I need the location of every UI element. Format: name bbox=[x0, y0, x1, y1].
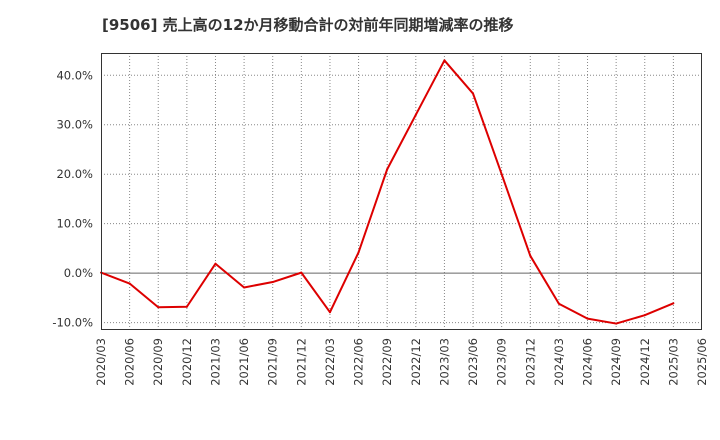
x-tick-label: 2024/12 bbox=[638, 338, 652, 386]
data-point bbox=[557, 302, 560, 305]
x-tick-label: 2024/03 bbox=[552, 338, 566, 386]
x-tick-label: 2023/03 bbox=[437, 338, 451, 386]
data-point bbox=[672, 302, 675, 305]
data-point bbox=[472, 92, 475, 95]
data-point bbox=[185, 305, 188, 308]
x-tick-label: 2024/09 bbox=[609, 338, 623, 386]
x-tick-label: 2022/06 bbox=[352, 338, 366, 386]
x-tick-label: 2022/03 bbox=[323, 338, 337, 386]
y-tick-label: 40.0% bbox=[56, 68, 93, 82]
y-tick-label: 0.0% bbox=[64, 266, 93, 280]
data-point bbox=[414, 113, 417, 116]
data-point bbox=[586, 317, 589, 320]
data-point bbox=[271, 281, 274, 284]
x-tick-label: 2021/06 bbox=[237, 338, 251, 386]
data-point bbox=[300, 271, 303, 274]
data-point bbox=[214, 262, 217, 265]
x-tick-label: 2021/12 bbox=[294, 338, 308, 386]
x-axis-ticks: 2020/03 2020/06 2020/09 2020/12 2021/03 2021/… bbox=[94, 338, 709, 386]
x-tick-label: 2023/06 bbox=[466, 338, 480, 386]
data-point bbox=[386, 168, 389, 171]
x-tick-label: 2020/12 bbox=[180, 338, 194, 386]
y-tick-label: -10.0% bbox=[52, 316, 93, 330]
series-layer bbox=[100, 59, 675, 325]
plot-frame bbox=[101, 53, 702, 330]
x-tick-label: 2020/03 bbox=[94, 338, 108, 386]
plot-background bbox=[101, 53, 702, 330]
data-point bbox=[443, 59, 446, 62]
data-point bbox=[529, 254, 532, 257]
y-tick-label: 30.0% bbox=[56, 118, 93, 132]
x-tick-label: 2024/06 bbox=[581, 338, 595, 386]
data-point bbox=[643, 314, 646, 317]
x-tick-label: 2021/09 bbox=[266, 338, 280, 386]
data-point bbox=[328, 311, 331, 314]
x-tick-label: 2023/12 bbox=[523, 338, 537, 386]
chart-title: [9506] 売上高の12か月移動合計の対前年同期増減率の推移 bbox=[102, 16, 514, 34]
y-axis-ticks: -10.0% 0.0% 10.0% 20.0% 30.0% 40.0% bbox=[52, 68, 93, 329]
x-tick-label: 2020/06 bbox=[123, 338, 137, 386]
y-tick-label: 20.0% bbox=[56, 167, 93, 181]
x-tick-label: 2022/12 bbox=[409, 338, 423, 386]
x-tick-label: 2023/09 bbox=[495, 338, 509, 386]
data-point bbox=[500, 173, 503, 176]
x-tick-label: 2020/09 bbox=[151, 338, 165, 386]
y-tick-label: 10.0% bbox=[56, 217, 93, 231]
x-tick-label: 2021/03 bbox=[208, 338, 222, 386]
grid-lines bbox=[101, 53, 702, 330]
data-point bbox=[243, 286, 246, 289]
data-point bbox=[128, 282, 131, 285]
x-tick-label: 2022/09 bbox=[380, 338, 394, 386]
data-point bbox=[157, 306, 160, 309]
data-point bbox=[615, 322, 618, 325]
x-tick-label: 2025/06 bbox=[695, 338, 709, 386]
data-point bbox=[357, 251, 360, 254]
x-tick-label: 2025/03 bbox=[666, 338, 680, 386]
